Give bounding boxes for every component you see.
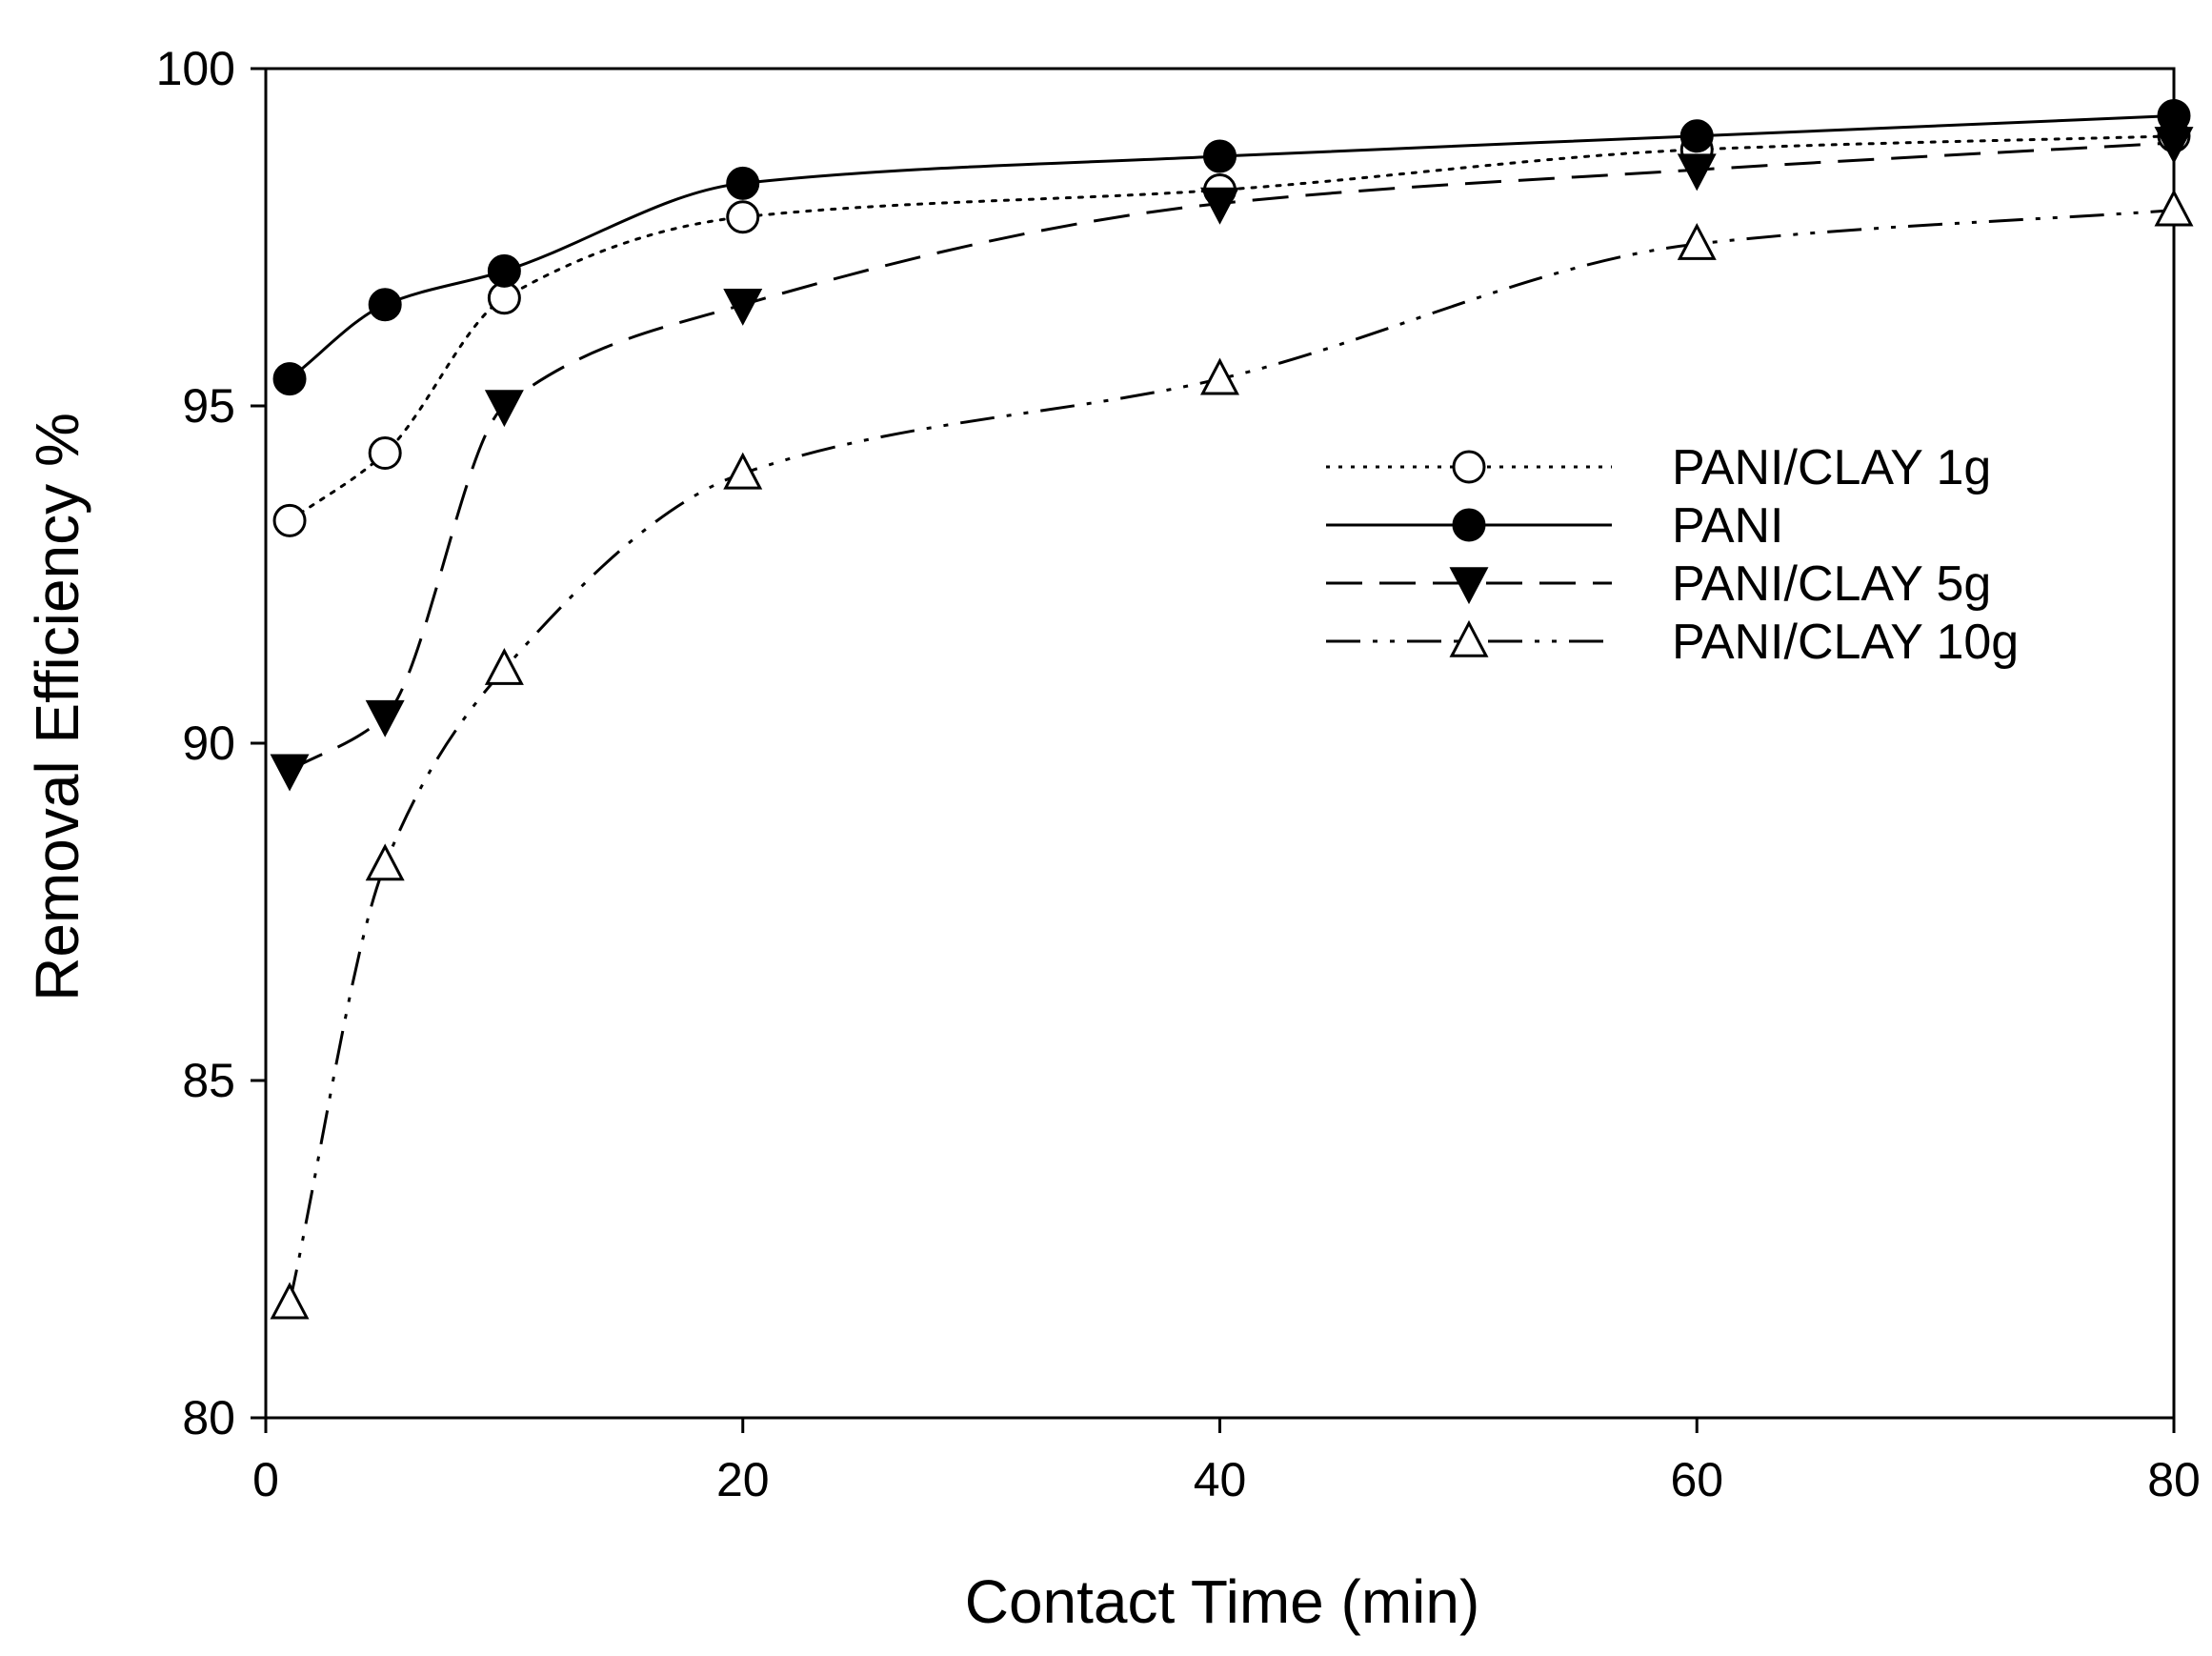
legend-label: PANI/CLAY 1g [1672,440,1991,495]
y-axis-title: Removal Efficiency % [23,413,91,1001]
data-point [1203,139,1237,173]
data-point [723,289,763,326]
tick-labels: 0 20 40 60 80 80 85 90 95 100 [156,42,2201,1506]
series-line-1 [289,114,2175,380]
data-point [272,503,307,537]
y-tick-label: 100 [156,42,235,95]
x-tick-label: 0 [252,1453,279,1506]
y-tick-label: 95 [182,379,235,433]
data-point [484,647,524,685]
data-point [1200,187,1239,225]
axes [251,67,2176,1433]
legend-marker [1449,619,1489,657]
data-point [484,390,524,428]
data-point [1200,357,1239,395]
series-line-3 [288,209,2175,1303]
data-point [368,288,402,322]
legend-marker [1452,508,1486,542]
data-point [368,436,402,471]
x-tick-label: 20 [716,1453,770,1506]
y-tick-label: 90 [182,717,235,770]
data-point [2157,99,2191,133]
data-point [1677,222,1717,260]
plot-frame [264,67,2176,1420]
data-point [2154,127,2194,165]
legend-marker [1449,567,1489,605]
data-point [1677,153,1717,192]
legend-marker [1452,450,1486,484]
series-line-2 [289,141,2175,772]
data-point [272,362,307,396]
data-point [365,699,405,737]
series-line-0 [288,134,2176,522]
x-axis-title: Contact Time (min) [965,1567,1480,1636]
data-point [726,166,760,200]
y-tick-label: 85 [182,1054,235,1107]
series-lines [288,114,2176,1303]
data-point [270,1282,310,1320]
legend-label: PANI/CLAY 5g [1672,556,1991,612]
y-tick-label: 80 [182,1391,235,1444]
data-point [270,754,310,792]
x-tick-label: 60 [1670,1453,1723,1506]
legend-label: PANI/CLAY 10g [1672,615,2019,670]
data-point [723,452,763,490]
x-tick-label: 40 [1194,1453,1247,1506]
data-point [487,253,521,288]
data-point [365,843,405,881]
data-point [726,200,760,234]
series-markers [270,99,2194,1320]
data-point [1679,119,1714,153]
data-point [2154,189,2194,227]
legend-label: PANI [1672,498,1784,554]
x-tick-label: 80 [2147,1453,2201,1506]
